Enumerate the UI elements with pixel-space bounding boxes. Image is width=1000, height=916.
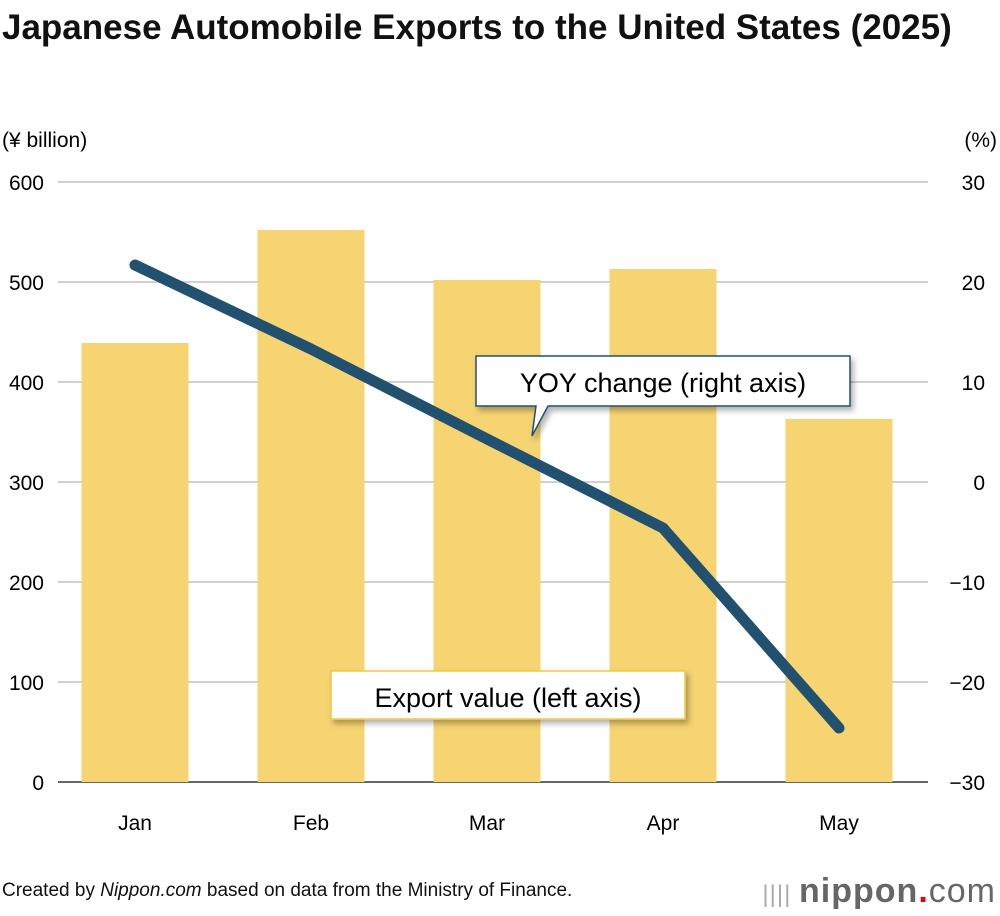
source-suffix: based on data from the Ministry of Finan… <box>201 880 573 901</box>
chart: 0 100 200 300 400 500 600 −30 −20 −10 0 10 20 30 Jan Fe… <box>2 129 997 835</box>
right-tick-label: 0 <box>973 472 985 495</box>
right-tick-label: 20 <box>962 272 985 295</box>
x-tick-label: Feb <box>293 812 329 835</box>
x-tick-label: Apr <box>647 812 680 835</box>
chart-title: Japanese Automobile Exports to the Unite… <box>2 8 952 47</box>
x-tick-label: Jan <box>118 812 152 835</box>
left-axis-label: (¥ billion) <box>2 129 87 152</box>
left-tick-label: 500 <box>9 272 44 295</box>
right-axis-label: (%) <box>964 129 997 152</box>
left-tick-label: 300 <box>9 472 44 495</box>
left-tick-label: 100 <box>9 672 44 695</box>
right-tick-label: 30 <box>962 172 985 195</box>
nippon-logo: |||| nippon.com <box>762 872 996 910</box>
export-legend-callout <box>330 670 686 720</box>
bar-jan <box>81 343 189 782</box>
left-tick-label: 400 <box>9 372 44 395</box>
source-prefix: Created by <box>2 880 101 901</box>
right-tick-label: 10 <box>962 372 985 395</box>
yoy-legend-label: YOY change (right axis) <box>520 368 806 398</box>
right-tick-label: −20 <box>949 672 985 695</box>
x-tick-label: Mar <box>469 812 505 835</box>
right-tick-label: −30 <box>949 772 985 795</box>
left-tick-label: 600 <box>9 172 44 195</box>
yoy-legend-callout <box>475 355 851 437</box>
x-tick-label: May <box>819 812 859 835</box>
left-tick-label: 0 <box>32 772 44 795</box>
source-note: Created by Nippon.com based on data from… <box>2 880 572 902</box>
export-legend-label: Export value (left axis) <box>374 683 641 713</box>
right-tick-label: −10 <box>949 572 985 595</box>
source-name: Nippon.com <box>100 880 202 901</box>
left-tick-label: 200 <box>9 572 44 595</box>
